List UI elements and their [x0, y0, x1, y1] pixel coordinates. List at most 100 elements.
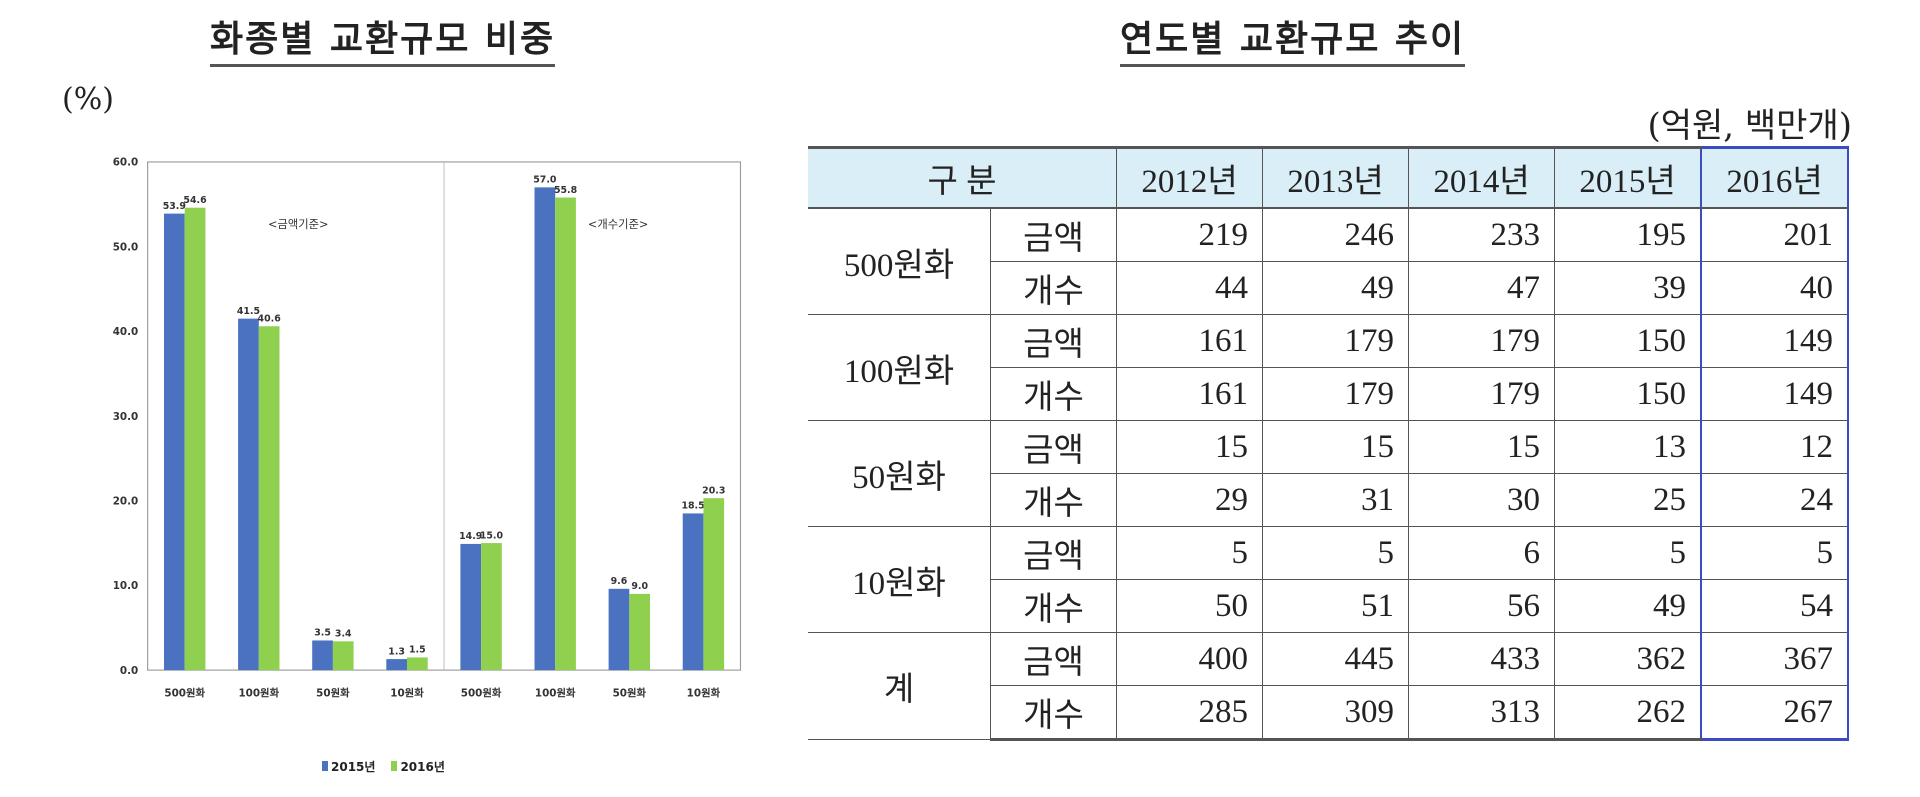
bar	[629, 593, 651, 671]
y-tick-label: 60.0	[113, 157, 139, 169]
data-label: 9.6	[611, 576, 628, 587]
metric-cell: 개수	[990, 367, 1117, 421]
data-label: 40.6	[258, 314, 282, 325]
value-cell: 445	[1262, 632, 1409, 686]
value-cell: 262	[1554, 685, 1701, 741]
table-row: 100원화 금액 161 179 179 150 149	[808, 314, 1849, 421]
value-cell: 367	[1700, 632, 1849, 686]
table-row: 개수 285 309 313 262 267	[808, 685, 1849, 741]
bar	[258, 326, 280, 671]
value-cell: 5	[1700, 526, 1849, 580]
x-tick-label: 50원화	[316, 686, 350, 699]
value-cell: 44	[1116, 261, 1263, 315]
bar	[184, 207, 206, 671]
data-label: 20.3	[702, 485, 725, 496]
group-label-count: <개수기준>	[588, 218, 648, 231]
value-cell: 150	[1554, 367, 1701, 421]
header-year: 2015년	[1554, 146, 1701, 209]
header-year: 2016년	[1700, 146, 1849, 209]
bar	[555, 197, 576, 671]
exchange-trend-table: 구 분 2012년 2013년 2014년 2015년 2016년 500원화 금액 219 2…	[808, 146, 1849, 741]
y-tick-label: 10.0	[113, 580, 139, 592]
y-tick-label: 50.0	[113, 241, 139, 253]
value-cell: 362	[1554, 632, 1701, 686]
y-tick-label: 20.0	[113, 495, 139, 507]
table-header-row: 구 분 2012년 2013년 2014년 2015년 2016년	[808, 146, 1849, 209]
legend-item: 2015년	[322, 758, 375, 775]
value-cell: 12	[1700, 420, 1849, 474]
x-tick-label: 100원화	[238, 686, 279, 699]
bar	[703, 498, 725, 671]
value-cell: 179	[1408, 367, 1555, 421]
metric-cell: 금액	[990, 420, 1117, 474]
table-row: 개수 50 51 56 49 54	[808, 579, 1849, 633]
value-cell: 179	[1262, 367, 1409, 421]
metric-cell: 개수	[990, 579, 1117, 633]
legend-swatch	[322, 761, 328, 771]
data-label: 57.0	[533, 175, 557, 186]
table-row: 계 금액 400 445 433 362 367	[808, 632, 1849, 740]
data-label: 14.9	[459, 531, 482, 542]
value-cell: 31	[1262, 473, 1409, 527]
value-cell: 195	[1554, 208, 1701, 262]
data-label: 1.5	[409, 645, 426, 656]
chart-legend: 2015년 2016년	[322, 758, 445, 775]
value-cell: 149	[1700, 314, 1849, 368]
x-tick-label: 500원화	[164, 686, 205, 699]
data-label: 53.9	[163, 201, 186, 212]
value-cell: 39	[1554, 261, 1701, 315]
x-tick-label: 100원화	[535, 686, 576, 699]
bar	[608, 588, 630, 671]
data-label: 3.5	[314, 628, 331, 639]
x-tick-label: 500원화	[461, 686, 502, 699]
y-tick-label: 40.0	[113, 326, 139, 338]
value-cell: 6	[1408, 526, 1555, 580]
y-tick-label: 0.0	[120, 665, 138, 677]
data-label: 54.6	[183, 195, 207, 206]
coin-type-cell: 10원화	[808, 526, 991, 633]
value-cell: 433	[1408, 632, 1555, 686]
value-cell: 15	[1116, 420, 1263, 474]
metric-cell: 금액	[990, 314, 1117, 368]
data-label: 9.0	[631, 581, 648, 592]
value-cell: 50	[1116, 579, 1263, 633]
header-year: 2013년	[1262, 146, 1409, 209]
y-tick-label: 30.0	[113, 411, 139, 423]
bar	[332, 641, 354, 671]
table-unit-label: (억원, 백만개)	[1647, 106, 1852, 146]
value-cell: 179	[1408, 314, 1555, 368]
header-year: 2014년	[1408, 146, 1555, 209]
bar	[407, 657, 428, 671]
legend-label: 2016년	[400, 760, 445, 774]
value-cell: 233	[1408, 208, 1555, 262]
header-category: 구 분	[808, 146, 1117, 209]
bar	[163, 213, 185, 671]
table-row: 개수 161 179 179 150 149	[808, 367, 1849, 421]
table-row: 개수 44 49 47 39 40	[808, 261, 1849, 315]
value-cell: 29	[1116, 473, 1263, 527]
x-tick-label: 50원화	[613, 686, 647, 699]
value-cell: 161	[1116, 367, 1263, 421]
data-label: 55.8	[554, 185, 577, 196]
value-cell: 56	[1408, 579, 1555, 633]
coin-type-cell: 50원화	[808, 420, 991, 527]
metric-cell: 금액	[990, 526, 1117, 580]
value-cell: 309	[1262, 685, 1409, 741]
bar	[386, 659, 408, 671]
bar	[460, 543, 482, 671]
bar	[238, 318, 259, 671]
legend-swatch	[391, 761, 398, 771]
coin-type-cell: 계	[808, 632, 991, 740]
value-cell: 24	[1700, 473, 1849, 527]
table-title: 연도별 교환규모 추이	[1120, 18, 1466, 67]
data-label: 1.3	[388, 646, 405, 657]
bar	[481, 543, 502, 671]
data-label: 41.5	[237, 306, 260, 317]
metric-cell: 개수	[990, 473, 1117, 527]
value-cell: 25	[1554, 473, 1701, 527]
chart-title: 화종별 교환규모 비중	[210, 18, 556, 67]
value-cell: 5	[1262, 526, 1409, 580]
header-year: 2012년	[1116, 146, 1263, 209]
value-cell: 149	[1700, 367, 1849, 421]
table-row: 10원화 금액 5 5 6 5 5	[808, 526, 1849, 633]
